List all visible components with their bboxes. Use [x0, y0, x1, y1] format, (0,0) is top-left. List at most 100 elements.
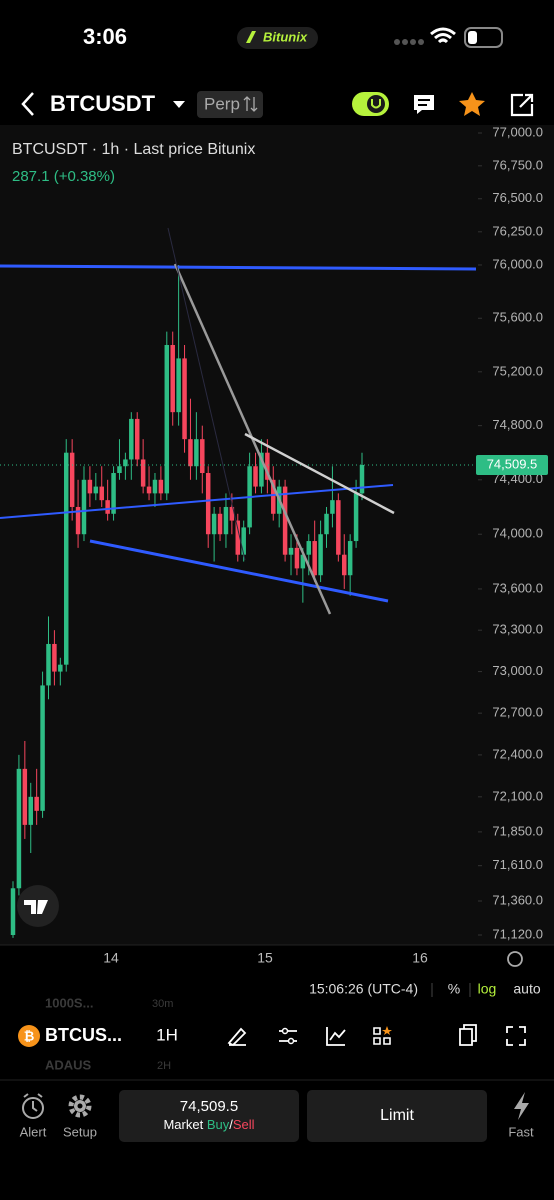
- candle-body: [347, 541, 353, 576]
- candle-body: [353, 493, 359, 542]
- candle-body: [306, 541, 312, 555]
- candle-body: [93, 486, 99, 494]
- watchlist-item: 1000S...: [45, 995, 93, 1010]
- candle-body: [342, 554, 347, 576]
- share-icon[interactable]: [510, 93, 534, 117]
- symbol-dropdown[interactable]: [173, 101, 185, 108]
- candle-body: [223, 506, 229, 535]
- watchlist-item: ADAUS: [45, 1057, 92, 1072]
- candle-body: [152, 479, 158, 494]
- candle-body: [123, 459, 128, 467]
- candle-body: [117, 466, 122, 474]
- y-tick-label: 71,610.0: [492, 857, 543, 872]
- setup-icon-hole: [77, 1103, 83, 1109]
- candle-body: [134, 418, 140, 460]
- candle-body: [324, 513, 329, 535]
- toolbar-interval[interactable]: 1H: [156, 1025, 178, 1044]
- candle-body: [288, 547, 294, 555]
- settings-knob: [287, 1037, 295, 1045]
- candle-body: [63, 452, 69, 665]
- y-tick-label: 76,250.0: [492, 223, 543, 238]
- battery-level: [468, 31, 477, 44]
- market-button[interactable]: [119, 1090, 299, 1142]
- candle-body: [129, 418, 134, 460]
- favorite-icon[interactable]: [459, 92, 485, 116]
- candle-body: [194, 439, 199, 467]
- y-tick-label: 74,800.0: [492, 417, 543, 432]
- percent-toggle[interactable]: %: [448, 981, 460, 997]
- y-tick-label: 71,850.0: [492, 823, 543, 838]
- y-tick-label: 76,500.0: [492, 190, 543, 205]
- settings-icon[interactable]: [507, 951, 523, 967]
- sell-word: Sell: [233, 1117, 255, 1132]
- alert-icon[interactable]: [22, 1097, 44, 1119]
- market-action: Market Buy/Sell: [163, 1117, 254, 1132]
- toolbar-symbol[interactable]: BTCUS...: [45, 1025, 122, 1045]
- candle-body: [265, 452, 270, 480]
- clock: 15:06:26 (UTC-4): [309, 981, 418, 997]
- candle-body: [58, 664, 63, 672]
- setup-label[interactable]: Setup: [63, 1124, 97, 1139]
- candle-body: [10, 888, 16, 935]
- back-button[interactable]: [21, 92, 34, 116]
- candle-body: [28, 796, 33, 825]
- mode-toggle-icon: [371, 99, 381, 109]
- signal-dots: [394, 39, 424, 45]
- chart: 77,000.0 76,750.0 76,500.0 76,250.0 76,000.0…: [0, 124, 548, 966]
- candle-body: [146, 486, 152, 494]
- candle-body: [69, 452, 75, 507]
- y-tick-label: 75,200.0: [492, 363, 543, 378]
- brand-pill: [237, 27, 318, 49]
- candle-body: [241, 527, 246, 555]
- candle-body: [170, 344, 175, 413]
- template-tool[interactable]: [373, 1027, 391, 1045]
- x-tick-label: 16: [412, 950, 428, 966]
- candle-body: [211, 513, 217, 535]
- y-tick-label: 72,400.0: [492, 746, 543, 761]
- candle-body: [99, 486, 104, 501]
- candle-body: [16, 768, 22, 889]
- setup-icon[interactable]: [68, 1094, 92, 1118]
- log-toggle[interactable]: log: [478, 981, 497, 997]
- market-swap-icon: [243, 96, 258, 112]
- copy-tool[interactable]: [459, 1024, 477, 1046]
- limit-button[interactable]: [307, 1090, 487, 1142]
- chat-lines: [418, 99, 430, 106]
- x-tick-label: 15: [257, 950, 273, 966]
- candle-body: [22, 768, 28, 825]
- candle-body: [81, 479, 87, 535]
- draw-tool[interactable]: [227, 1027, 247, 1047]
- candle-body: [205, 473, 211, 535]
- y-tick-label: 76,000.0: [492, 256, 543, 271]
- fullscreen-tool[interactable]: [506, 1026, 526, 1046]
- watchlist-interval: 30m: [152, 998, 173, 1010]
- settings-knob: [281, 1027, 289, 1035]
- last-price-label: 74,509.5: [487, 456, 538, 471]
- fast-label[interactable]: Fast: [508, 1124, 534, 1139]
- candle-body: [34, 796, 39, 811]
- candle-body: [111, 473, 116, 514]
- last-price-tag: [476, 454, 548, 475]
- fast-icon[interactable]: [514, 1092, 529, 1120]
- y-tick-label: 73,300.0: [492, 622, 543, 637]
- candle-body: [217, 513, 223, 535]
- y-tick-label: 76,750.0: [492, 157, 543, 172]
- auto-toggle[interactable]: auto: [513, 981, 540, 997]
- y-tick-label: 72,100.0: [492, 788, 543, 803]
- indicator-tool[interactable]: [326, 1027, 346, 1046]
- market-price: 74,509.5: [180, 1098, 238, 1115]
- chart-panel: [0, 125, 554, 945]
- alert-icon-detail: [23, 1093, 43, 1112]
- candle-body: [188, 439, 193, 467]
- brand-logo: [246, 31, 256, 43]
- coin-icon: [18, 1025, 40, 1047]
- symbol[interactable]: BTCUSDT: [50, 91, 156, 116]
- y-tick-label: 71,360.0: [492, 892, 543, 907]
- candle-body: [105, 500, 110, 514]
- candle-body: [330, 500, 335, 514]
- y-tick-label: 74,000.0: [492, 526, 543, 541]
- candle-body: [140, 459, 146, 487]
- candle-body: [271, 479, 276, 514]
- alert-label[interactable]: Alert: [20, 1124, 47, 1139]
